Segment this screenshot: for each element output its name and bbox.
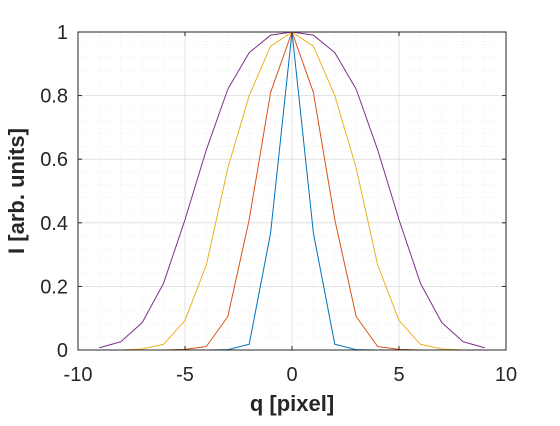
x-tick-label: -5 <box>176 364 194 386</box>
x-tick-label: 10 <box>495 364 517 386</box>
x-tick-label: 0 <box>286 364 297 386</box>
x-tick-label: 5 <box>393 364 404 386</box>
tick-marks <box>77 31 507 351</box>
x-tick-labels: -10 -5 0 5 10 <box>64 364 518 386</box>
y-tick-label: 0.6 <box>40 149 68 171</box>
x-tick-label: -10 <box>64 364 93 386</box>
y-axis-label: I [arb. units] <box>4 128 29 254</box>
y-tick-label: 0.2 <box>40 276 68 298</box>
y-tick-label: 0 <box>57 340 68 362</box>
x-axis-label: q [pixel] <box>250 391 334 416</box>
y-tick-label: 0.8 <box>40 86 68 108</box>
y-tick-label: 1 <box>57 22 68 44</box>
y-tick-label: 0.4 <box>40 213 68 235</box>
y-tick-labels: 0 0.2 0.4 0.6 0.8 1 <box>40 22 68 362</box>
